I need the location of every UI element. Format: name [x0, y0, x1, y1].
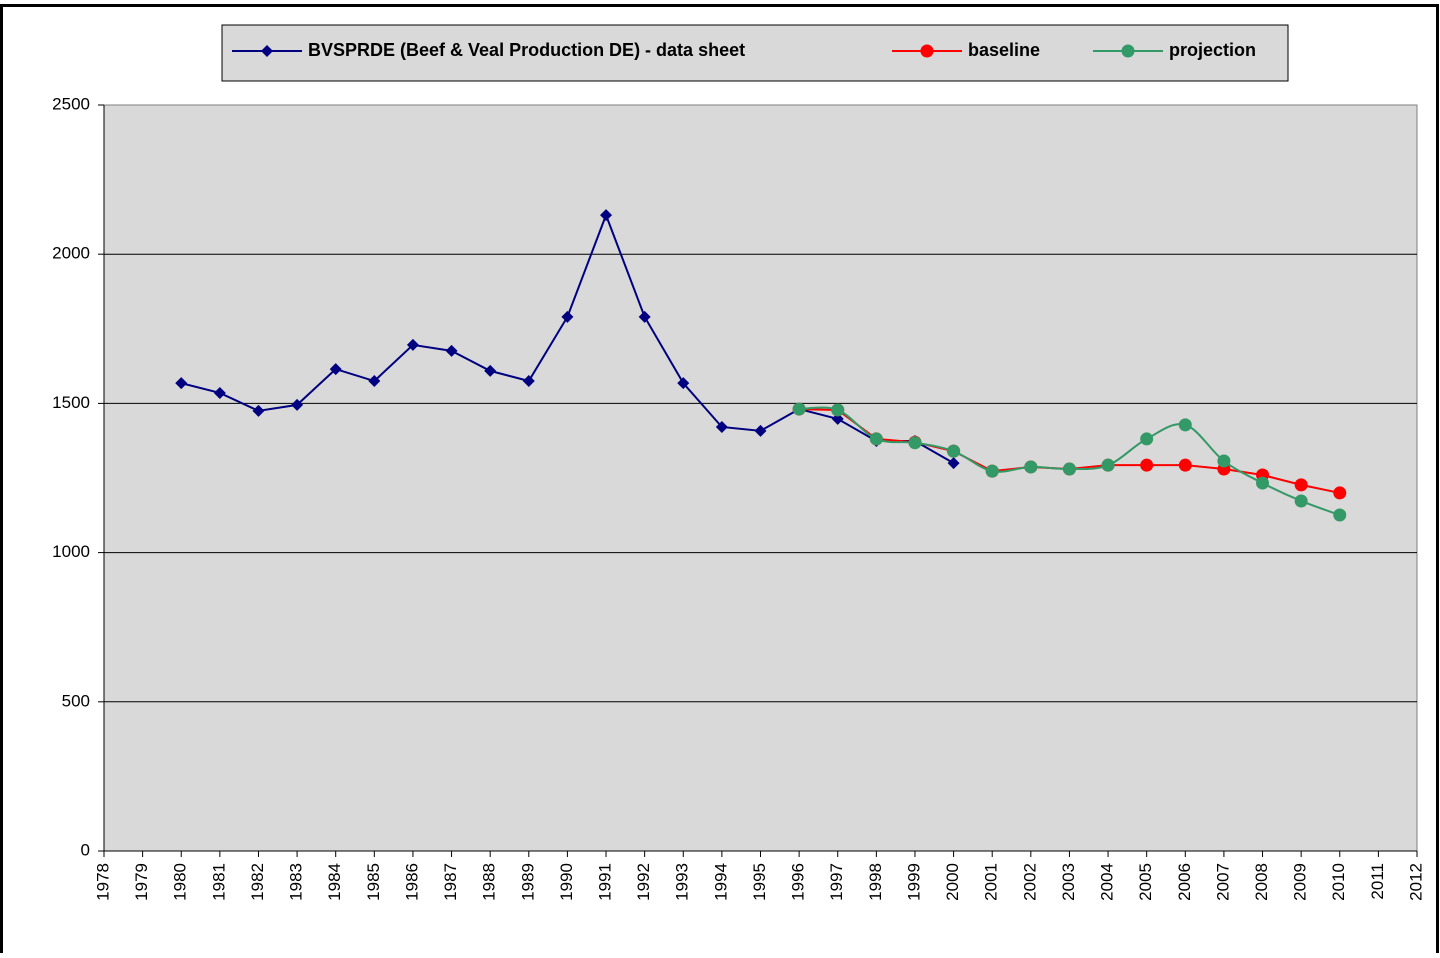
x-tick-label: 1990 [557, 863, 576, 901]
x-tick-label: 2004 [1098, 863, 1117, 901]
marker [920, 44, 934, 58]
marker [1256, 476, 1270, 490]
x-tick-label: 1988 [480, 863, 499, 901]
x-tick-label: 1981 [209, 863, 228, 901]
marker [1101, 458, 1115, 472]
y-tick-label: 2500 [52, 94, 90, 113]
x-tick-label: 1985 [364, 863, 383, 901]
marker [831, 412, 844, 425]
y-tick-label: 0 [81, 840, 90, 859]
marker [869, 432, 883, 446]
marker [600, 209, 613, 222]
marker [831, 403, 845, 417]
marker [252, 404, 265, 417]
marker [1140, 458, 1154, 472]
marker [1333, 486, 1347, 500]
grid: 0 500 1000 1500 2000 2500 1978 1979 1980 1981 1982… [52, 94, 1425, 900]
x-tick-label: 2010 [1329, 863, 1348, 901]
x-tick-label: 1991 [596, 863, 615, 901]
y-tick-label: 1500 [52, 393, 90, 412]
x-tick-label: 1997 [827, 863, 846, 901]
marker [1062, 462, 1076, 476]
x-tick-label: 1993 [673, 863, 692, 901]
legend [221, 24, 1289, 82]
marker [561, 310, 574, 323]
x-tick-label: 1989 [518, 863, 537, 901]
marker [792, 402, 806, 416]
x-tick-label: 1982 [248, 863, 267, 901]
marker [522, 375, 535, 388]
marker [445, 344, 458, 357]
x-tick-label: 1994 [711, 863, 730, 901]
x-tick-label: 2011 [1368, 863, 1387, 900]
x-tick-label: 2003 [1059, 863, 1078, 901]
marker [715, 420, 728, 433]
x-tick-label: 1978 [93, 863, 112, 901]
x-tick-label: 1999 [904, 863, 923, 901]
x-tick-label: 1998 [866, 863, 885, 901]
x-tick-label: 1992 [634, 863, 653, 901]
marker [213, 386, 226, 399]
x-tick-label: 1979 [132, 863, 151, 901]
x-tick-label: 1995 [750, 863, 769, 901]
legend-label: BVSPRDE (Beef & Veal Production DE) - da… [308, 40, 745, 60]
x-tick-label: 2006 [1175, 863, 1194, 901]
y-tick-label: 500 [62, 691, 90, 710]
marker [1024, 460, 1038, 474]
marker [1333, 508, 1347, 522]
marker [1217, 454, 1231, 468]
x-tick-label: 1987 [441, 863, 460, 901]
marker [947, 457, 960, 470]
x-tick-label: 2001 [982, 863, 1001, 901]
x-tick-label: 1980 [171, 863, 190, 901]
plot-area [103, 104, 1418, 852]
marker [754, 424, 767, 437]
marker [406, 338, 419, 351]
marker [985, 464, 999, 478]
marker [368, 375, 381, 388]
x-tick-label: 1984 [325, 863, 344, 901]
x-tick-label: 2012 [1406, 863, 1425, 901]
marker [1121, 44, 1135, 58]
marker [638, 310, 651, 323]
marker [175, 377, 188, 390]
marker [484, 364, 497, 377]
marker [1294, 494, 1308, 508]
marker [1178, 418, 1192, 432]
y-tick-label: 1000 [52, 542, 90, 561]
marker [1178, 458, 1192, 472]
marker [908, 436, 922, 450]
marker [1140, 432, 1154, 446]
x-tick-label: 1983 [287, 863, 306, 901]
marker [1294, 478, 1308, 492]
legend-items: BVSPRDE (Beef & Veal Production DE) - da… [232, 40, 1256, 60]
y-tick-label: 2000 [52, 244, 90, 263]
marker [291, 398, 304, 411]
x-tick-label: 2009 [1291, 863, 1310, 901]
x-tick-label: 2002 [1020, 863, 1039, 901]
marker [947, 444, 961, 458]
legend-label: projection [1169, 40, 1256, 60]
marks [175, 209, 1347, 522]
x-tick-label: 1986 [402, 863, 421, 901]
legend-label: baseline [968, 40, 1040, 60]
marker [261, 45, 273, 57]
marker [329, 363, 342, 376]
x-tick-label: 2000 [943, 863, 962, 901]
marker [677, 377, 690, 390]
x-tick-label: 1996 [789, 863, 808, 901]
x-tick-label: 2005 [1136, 863, 1155, 901]
x-tick-label: 2007 [1213, 863, 1232, 901]
x-tick-label: 2008 [1252, 863, 1271, 901]
